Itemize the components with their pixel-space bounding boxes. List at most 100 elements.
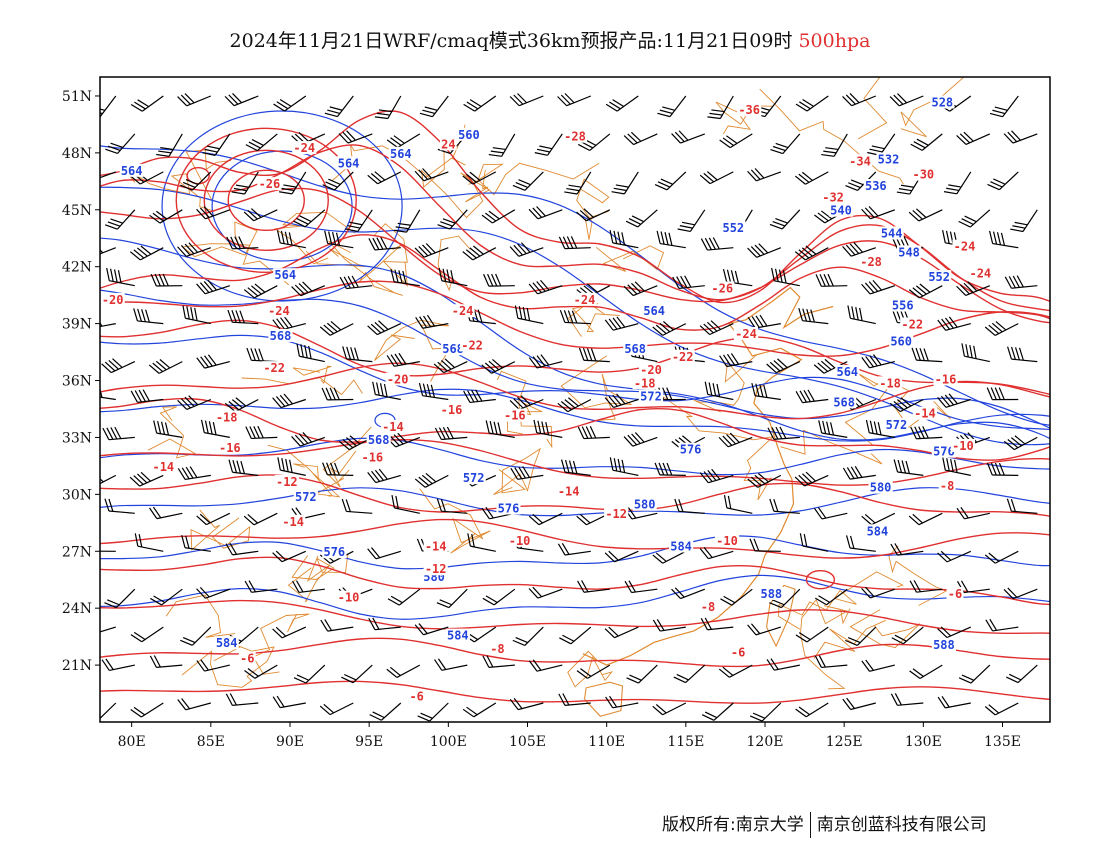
wind-barb [129, 245, 164, 261]
footer-separator [809, 812, 811, 838]
contour-label-bg [336, 590, 361, 604]
contour-label-bg [281, 514, 306, 528]
contour-label-bg [952, 239, 977, 253]
wind-barb [130, 702, 164, 718]
temperature-label: -22 [461, 338, 483, 352]
temperature-label: -18 [216, 410, 238, 424]
height-label: 576 [498, 502, 520, 516]
footer-company: 南京创蓝科技有限公司 [816, 815, 987, 835]
y-tick-label: 42N [62, 260, 92, 276]
height-contour [100, 289, 1050, 429]
wind-barb [509, 395, 544, 411]
x-tick-label: 135E [984, 734, 1021, 750]
temperature-closed-contour [805, 570, 836, 590]
wind-barb [528, 206, 563, 220]
temperature-label: -34 [849, 154, 871, 168]
wind-barb [656, 230, 686, 249]
height-label: 564 [836, 365, 858, 379]
wind-barb [341, 498, 373, 514]
wind-barb [130, 626, 164, 643]
x-tick-label: 115E [667, 734, 704, 750]
wind-barb [341, 664, 373, 684]
wind-barb [100, 626, 116, 636]
temperature-label: -6 [731, 646, 745, 660]
temperature-contour [100, 599, 1050, 635]
wind-barb [292, 580, 325, 594]
wind-barb [482, 588, 516, 606]
x-tick-label: 80E [118, 734, 146, 750]
contour-label-bg [562, 129, 588, 143]
wind-barb [958, 664, 991, 684]
wind-barb [243, 283, 278, 299]
height-label: 560 [890, 335, 912, 349]
height-contour [100, 535, 1050, 570]
height-label: 552 [722, 221, 744, 235]
contour-label-bg [721, 220, 746, 234]
boundary-line [328, 240, 403, 296]
wind-barb [821, 133, 848, 157]
wind-barb [749, 702, 782, 722]
wind-barb [794, 245, 829, 261]
contour-label-bg [678, 442, 703, 456]
wind-barb [890, 543, 924, 556]
temperature-label: -36 [738, 103, 760, 117]
wind-barb [324, 230, 354, 249]
wind-barb [279, 171, 307, 195]
wind-barb [908, 512, 943, 526]
wind-barb [652, 619, 686, 632]
wind-barb [367, 547, 401, 560]
height-label: 588 [933, 638, 955, 652]
wind-barb [224, 397, 259, 413]
temperature-closed-contour [175, 127, 357, 274]
height-label: 584 [867, 524, 889, 538]
wind-barb [611, 171, 639, 195]
height-label: 564 [121, 164, 143, 178]
wind-barb [485, 420, 515, 438]
contour-label-bg [865, 524, 890, 538]
temperature-label: 24 [441, 137, 455, 151]
height-contour [100, 487, 1050, 517]
wind-barb [961, 343, 990, 363]
wind-barb [386, 133, 421, 148]
wind-barb [196, 586, 231, 599]
wind-barb [463, 389, 496, 404]
boundary-line [241, 377, 363, 396]
wind-barb [418, 382, 449, 401]
wind-barb [273, 95, 307, 112]
wind-barb [483, 273, 515, 287]
wind-barb [652, 321, 687, 336]
wind-barb [369, 702, 402, 721]
contour-label-bg [889, 334, 914, 348]
wind-barb [719, 133, 753, 149]
temperature-label: -6 [240, 651, 254, 665]
temperature-label: -6 [409, 689, 423, 703]
height-contour [100, 388, 1050, 442]
contour-label-bg [931, 638, 957, 652]
temperature-label: -22 [263, 361, 285, 375]
wind-barb [795, 702, 829, 718]
wind-barb [226, 236, 259, 250]
temperature-label: -24 [969, 266, 991, 280]
wind-barb [605, 695, 639, 709]
boundary-line [900, 77, 965, 138]
contour-label-bg [262, 361, 287, 375]
contour-label-bg [946, 586, 964, 600]
contour-label-bg [380, 419, 406, 433]
wind-barb [372, 381, 401, 401]
contour-label-bg [759, 586, 784, 600]
boundary-line [420, 146, 491, 219]
height-label: 580 [634, 498, 656, 512]
wind-barb [134, 533, 164, 552]
contour-label-bg [879, 226, 904, 240]
contour-label-bg [439, 137, 457, 151]
boundary-line [468, 162, 600, 196]
contour-label-bg [950, 438, 976, 452]
height-label: 564 [390, 147, 412, 161]
wind-barb [910, 426, 943, 440]
boundary-line [506, 402, 543, 435]
wind-barb [626, 664, 658, 684]
y-tick-label: 21N [62, 658, 92, 674]
temperature-contour [100, 556, 1050, 606]
contour-label-bg [440, 342, 466, 356]
temperature-closed-contour [227, 169, 305, 232]
